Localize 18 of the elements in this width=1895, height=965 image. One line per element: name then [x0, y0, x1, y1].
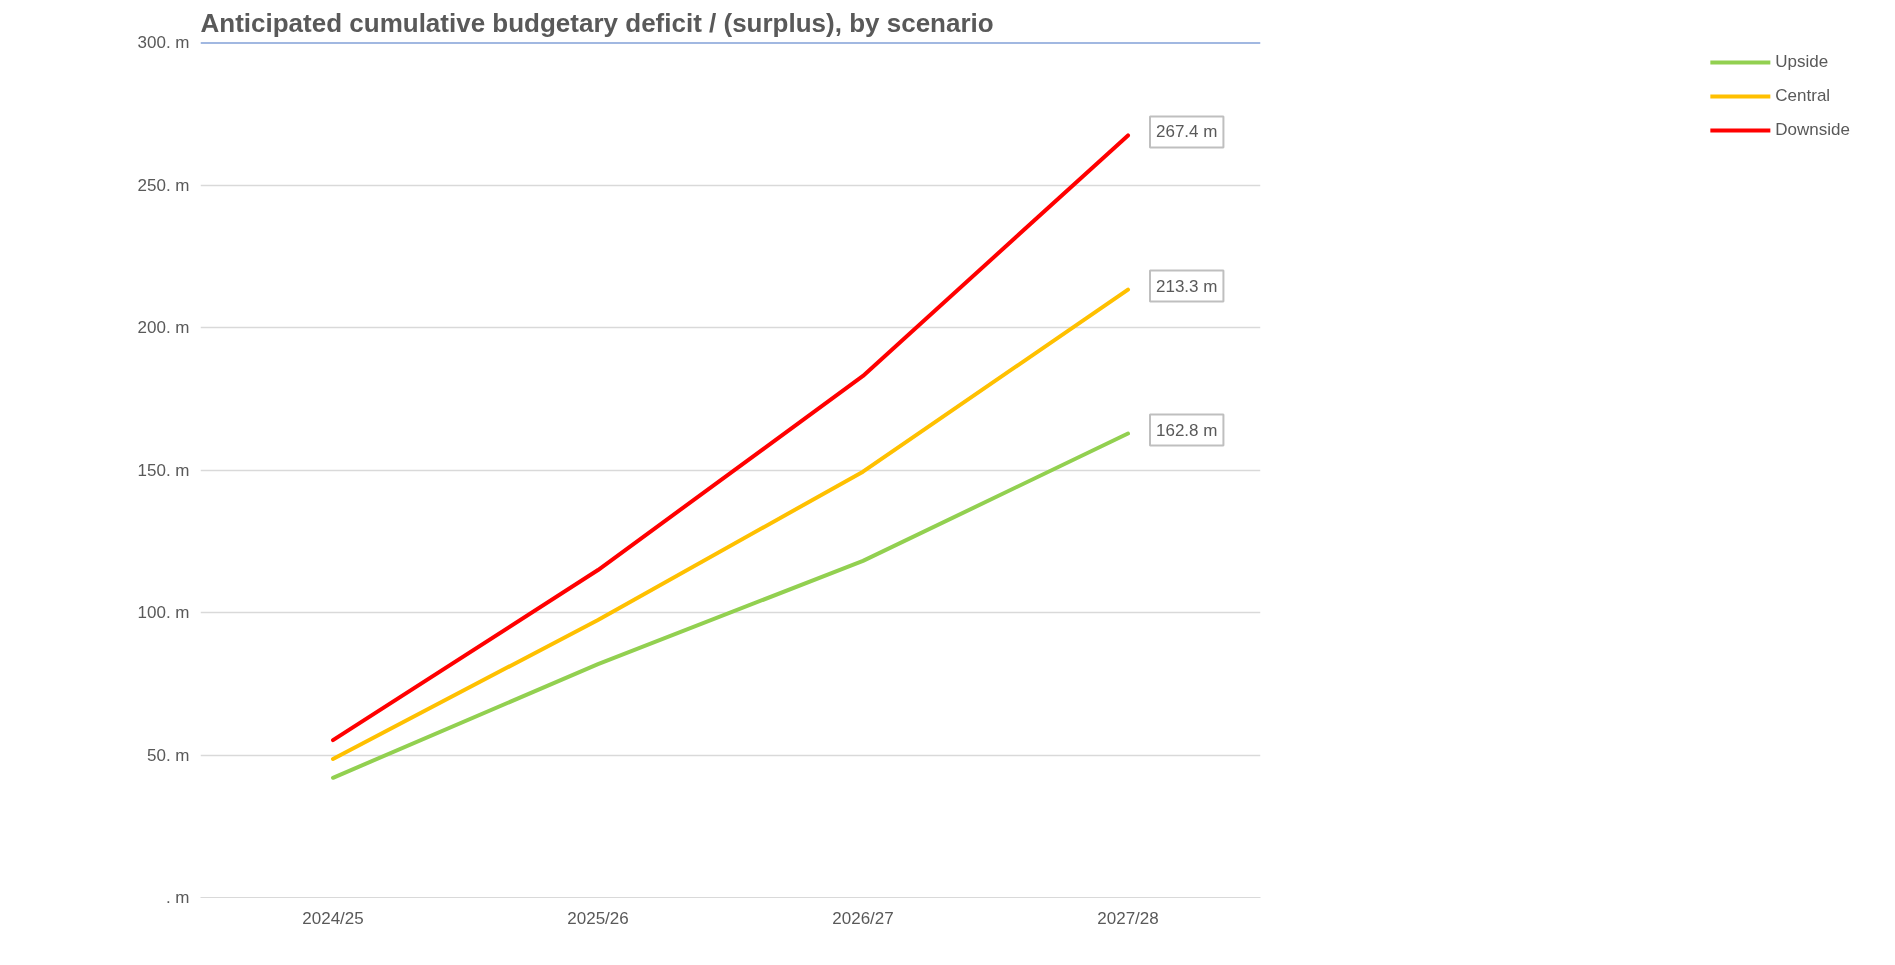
y-tick-label: . m [165, 888, 190, 907]
y-tick-label: 300. m [137, 33, 190, 52]
data-label: 267.4 m [1156, 122, 1218, 142]
y-tick-label: 100. m [137, 603, 190, 622]
y-tick-label: 250. m [137, 175, 190, 195]
legend-label: Downside [1775, 120, 1850, 140]
chart-title: Anticipated cumulative budgetary deficit / (surplus), by scenario [200, 7, 994, 38]
y-tick-label: 150. m [137, 460, 190, 480]
y-tick-label: 200. m [137, 318, 190, 337]
data-label: 162.8 m [1156, 420, 1218, 440]
data-label: 213.3 m [1156, 276, 1218, 296]
legend-label: Central [1775, 86, 1831, 106]
x-tick-label: 2024/25 [302, 908, 364, 928]
legend-label: Upside [1775, 52, 1829, 72]
x-tick-label: 2027/28 [1097, 908, 1159, 928]
x-tick-label: 2026/27 [832, 908, 894, 928]
y-tick-label: 50. m [146, 745, 190, 765]
x-tick-label: 2025/26 [567, 908, 629, 928]
